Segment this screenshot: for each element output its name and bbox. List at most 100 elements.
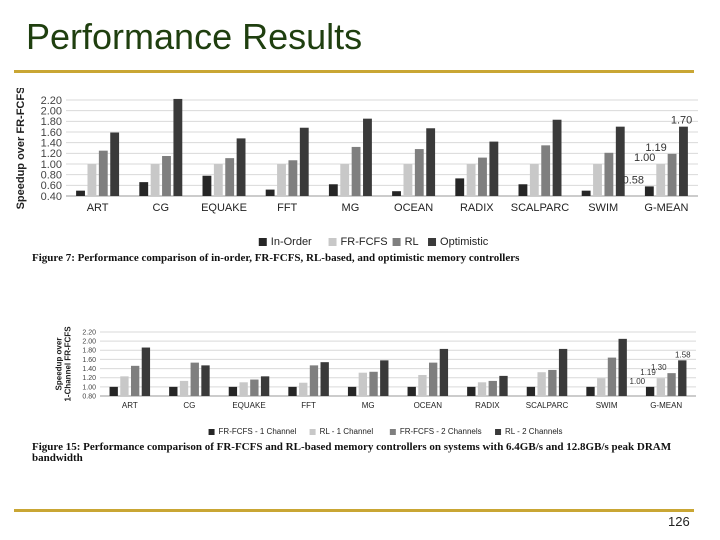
x-category-label: MG: [342, 202, 360, 214]
bar-optimistic-mg: [363, 118, 372, 196]
y-tick-label: 1.80: [41, 116, 62, 128]
x-category-label: G-MEAN: [650, 401, 682, 410]
x-category-label: MG: [362, 401, 375, 410]
y-tick-label: 1.40: [82, 366, 96, 373]
bar-in-order-cg: [139, 182, 149, 196]
bar-fr-fcfs-1-channel-ocean: [407, 386, 416, 396]
legend-swatch: [208, 429, 215, 435]
bar-fr-fcfs-art: [87, 164, 97, 196]
x-category-label: ART: [122, 401, 138, 410]
title-divider: [14, 70, 694, 73]
bar-fr-fcfs-ocean: [403, 164, 413, 196]
bar-fr-fcfs-1-channel-cg: [169, 386, 178, 396]
legend-swatch: [392, 238, 401, 246]
bar-optimistic-fft: [299, 127, 309, 196]
legend-label: RL - 1 Channel: [320, 427, 374, 436]
bar-rl-1-channel-fft: [299, 382, 308, 396]
bar-fr-fcfs-2-channels-scalparc: [548, 369, 557, 396]
bar-fr-fcfs-equake: [213, 164, 223, 196]
bar-rl-fft: [288, 160, 298, 196]
bar-rl-2-channels-fft: [320, 362, 329, 396]
bar-fr-fcfs-2-channels-equake: [250, 379, 259, 396]
bar-fr-fcfs-1-channel-art: [109, 386, 118, 396]
x-category-label: FFT: [301, 401, 316, 410]
bar-rl-1-channel-equake: [239, 382, 248, 396]
bar-rl-g-mean: [667, 153, 677, 196]
y-tick-label: 2.00: [82, 339, 96, 346]
page-number: 126: [668, 514, 690, 529]
y-tick-label: 1.20: [82, 375, 96, 382]
bar-rl-ocean: [414, 149, 424, 196]
bar-rl-radix: [478, 157, 487, 196]
data-label-g-mean: 1.70: [671, 115, 692, 127]
x-category-label: ART: [87, 202, 109, 214]
legend-swatch: [258, 238, 267, 246]
y-tick-label: 1.00: [41, 159, 62, 171]
y-tick-label: 0.40: [41, 191, 62, 203]
bar-fr-fcfs-1-channel-scalparc: [526, 386, 536, 396]
x-category-label: G-MEAN: [644, 202, 688, 214]
caption-text: Performance comparison of FR-FCFS and RL…: [32, 442, 672, 464]
x-category-label: RADIX: [475, 401, 500, 410]
y-tick-label: 0.80: [82, 393, 96, 400]
bar-fr-fcfs-mg: [340, 164, 350, 196]
bar-fr-fcfs-2-channels-fft: [309, 365, 319, 396]
y-tick-label: 2.20: [82, 329, 96, 336]
bar-optimistic-swim: [615, 126, 625, 196]
bar-in-order-radix: [455, 178, 465, 196]
legend-label: FR-FCFS - 1 Channel: [219, 427, 297, 436]
bar-fr-fcfs-2-channels-radix: [488, 380, 497, 396]
bar-rl-mg: [351, 146, 361, 196]
bar-optimistic-equake: [236, 138, 246, 196]
x-category-label: EQUAKE: [201, 202, 247, 214]
bar-rl-1-channel-g-mean: [656, 378, 666, 396]
data-label-g-mean: 1.19: [640, 368, 656, 377]
legend-label: RL - 2 Channels: [505, 427, 563, 436]
bar-optimistic-g-mean: [679, 126, 688, 196]
data-label-g-mean: 1.30: [651, 363, 667, 372]
bar-fr-fcfs-2-channels-art: [130, 365, 140, 396]
bar-fr-fcfs-2-channels-ocean: [428, 362, 438, 396]
bar-fr-fcfs-2-channels-cg: [190, 362, 199, 396]
bar-fr-fcfs-g-mean: [656, 164, 666, 196]
bar-in-order-mg: [328, 184, 338, 196]
bar-fr-fcfs-swim: [593, 164, 602, 196]
caption-label: Figure 7:: [32, 252, 75, 264]
bar-in-order-g-mean: [644, 186, 654, 196]
bar-optimistic-ocean: [426, 128, 436, 196]
data-label-g-mean: 1.19: [645, 142, 666, 154]
bar-optimistic-scalparc: [552, 119, 562, 196]
bar-rl-2-channels-mg: [380, 360, 389, 396]
bar-in-order-fft: [265, 189, 275, 196]
bar-rl-2-channels-ocean: [439, 348, 449, 396]
bar-rl-cg: [162, 156, 171, 196]
bar-rl-2-channels-g-mean: [678, 360, 687, 396]
y-tick-label: 2.20: [41, 95, 62, 107]
bar-in-order-equake: [202, 175, 212, 196]
x-category-label: CG: [153, 202, 170, 214]
bar-rl-swim: [604, 152, 614, 196]
y-axis-label: Speedup over FR-FCFS: [15, 88, 27, 209]
bar-fr-fcfs-radix: [466, 164, 476, 196]
y-tick-label: 2.00: [41, 106, 62, 118]
legend-swatch: [495, 429, 502, 435]
bar-rl-art: [98, 150, 108, 196]
bar-rl-1-channel-scalparc: [537, 372, 546, 396]
bar-rl-1-channel-cg: [179, 380, 189, 396]
footer-divider: [14, 509, 694, 512]
y-axis-label: Speedup over1-Channel FR-FCFS: [55, 326, 73, 402]
y-tick-label: 1.00: [82, 384, 96, 391]
bar-fr-fcfs-1-channel-mg: [347, 386, 357, 396]
legend-swatch: [309, 429, 316, 435]
x-category-label: OCEAN: [414, 401, 443, 410]
x-category-label: FFT: [277, 202, 297, 214]
bar-rl-scalparc: [541, 145, 551, 196]
bar-fr-fcfs-1-channel-g-mean: [645, 386, 655, 396]
bar-in-order-art: [76, 190, 85, 196]
bar-rl-1-channel-mg: [358, 372, 368, 396]
x-category-label: SWIM: [596, 401, 618, 410]
legend-label: Optimistic: [440, 236, 489, 248]
bar-fr-fcfs-1-channel-fft: [288, 386, 297, 396]
bar-in-order-swim: [581, 190, 591, 196]
bar-rl-2-channels-equake: [260, 376, 270, 396]
